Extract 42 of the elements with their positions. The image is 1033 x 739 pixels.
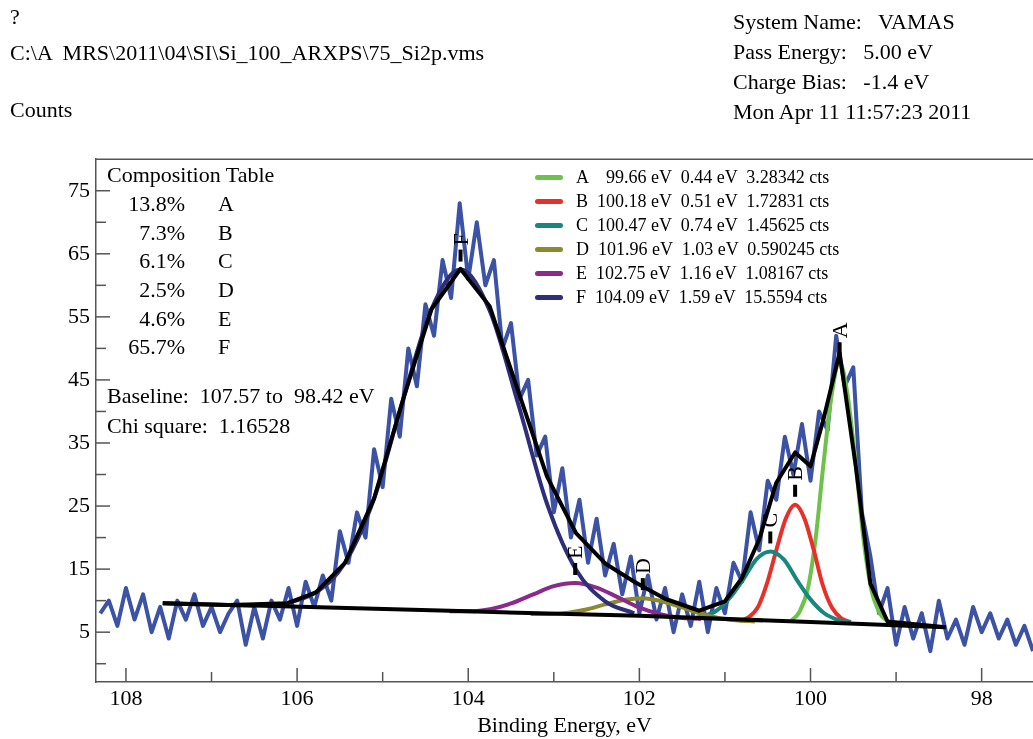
annotation: Baseline: 107.57 to 98.42 eV [107, 383, 375, 409]
y-tick-label: 45 [68, 365, 90, 391]
legend-label: A 99.66 eV 0.44 eV 3.28342 cts [576, 166, 830, 190]
text: 2.5% D [139, 277, 234, 302]
annotation: F [447, 233, 473, 246]
text: 6.1% C [139, 248, 233, 274]
y-tick-label: 65 [68, 239, 90, 265]
text: 65.7% F [128, 334, 231, 360]
x-tick-label: 100 [794, 684, 828, 710]
text: 13.8% A [128, 191, 234, 217]
text: Pass Energy: 5.00 eV [733, 38, 935, 66]
y-tick-label: 5 [79, 617, 90, 643]
x-tick-label: 108 [109, 684, 143, 710]
legend-label: D 101.96 eV 1.03 eV 0.590245 cts [576, 238, 840, 262]
y-tick-label: 75 [68, 176, 90, 202]
legend-label: C 100.47 eV 0.74 eV 1.45625 cts [576, 214, 830, 238]
annotation: B [782, 466, 808, 481]
annotation: Chi square: 1.16528 [107, 413, 291, 439]
y-tick-label: 25 [68, 491, 90, 517]
x-axis-title: Binding Energy, eV [477, 711, 652, 737]
y-axis-title: Counts [10, 97, 73, 123]
y-tick-label: 55 [68, 302, 90, 328]
text: Charge Bias: -1.4 eV [733, 68, 931, 96]
text: 4.6% E [139, 305, 232, 331]
legend-label: B 100.18 eV 0.51 eV 1.72831 cts [576, 190, 830, 214]
annotation: Composition Table [107, 162, 275, 188]
text: System Name: VAMAS [733, 8, 956, 36]
legend-label: E 102.75 eV 1.16 eV 1.08167 cts [576, 262, 829, 286]
x-tick-label: 104 [451, 684, 485, 710]
y-tick-label: 35 [68, 428, 90, 454]
annotation: A [826, 322, 852, 339]
annotation: E [562, 545, 588, 559]
text: 7.3% B [139, 219, 233, 245]
x-tick-label: 98 [970, 684, 993, 710]
annotation: D [629, 558, 655, 575]
chart-subtitle: C:\A MRS\2011\04\SI\Si_100_ARXPS\75_Si2p.vms [10, 40, 485, 66]
x-tick-label: 102 [622, 684, 656, 710]
legend-label: F 104.09 eV 1.59 eV 15.5594 cts [576, 286, 828, 310]
text: Mon Apr 11 11:57:23 2011 [733, 98, 972, 126]
x-tick-label: 106 [280, 684, 314, 710]
chart-title: ? [10, 4, 20, 30]
y-tick-label: 15 [68, 554, 90, 580]
